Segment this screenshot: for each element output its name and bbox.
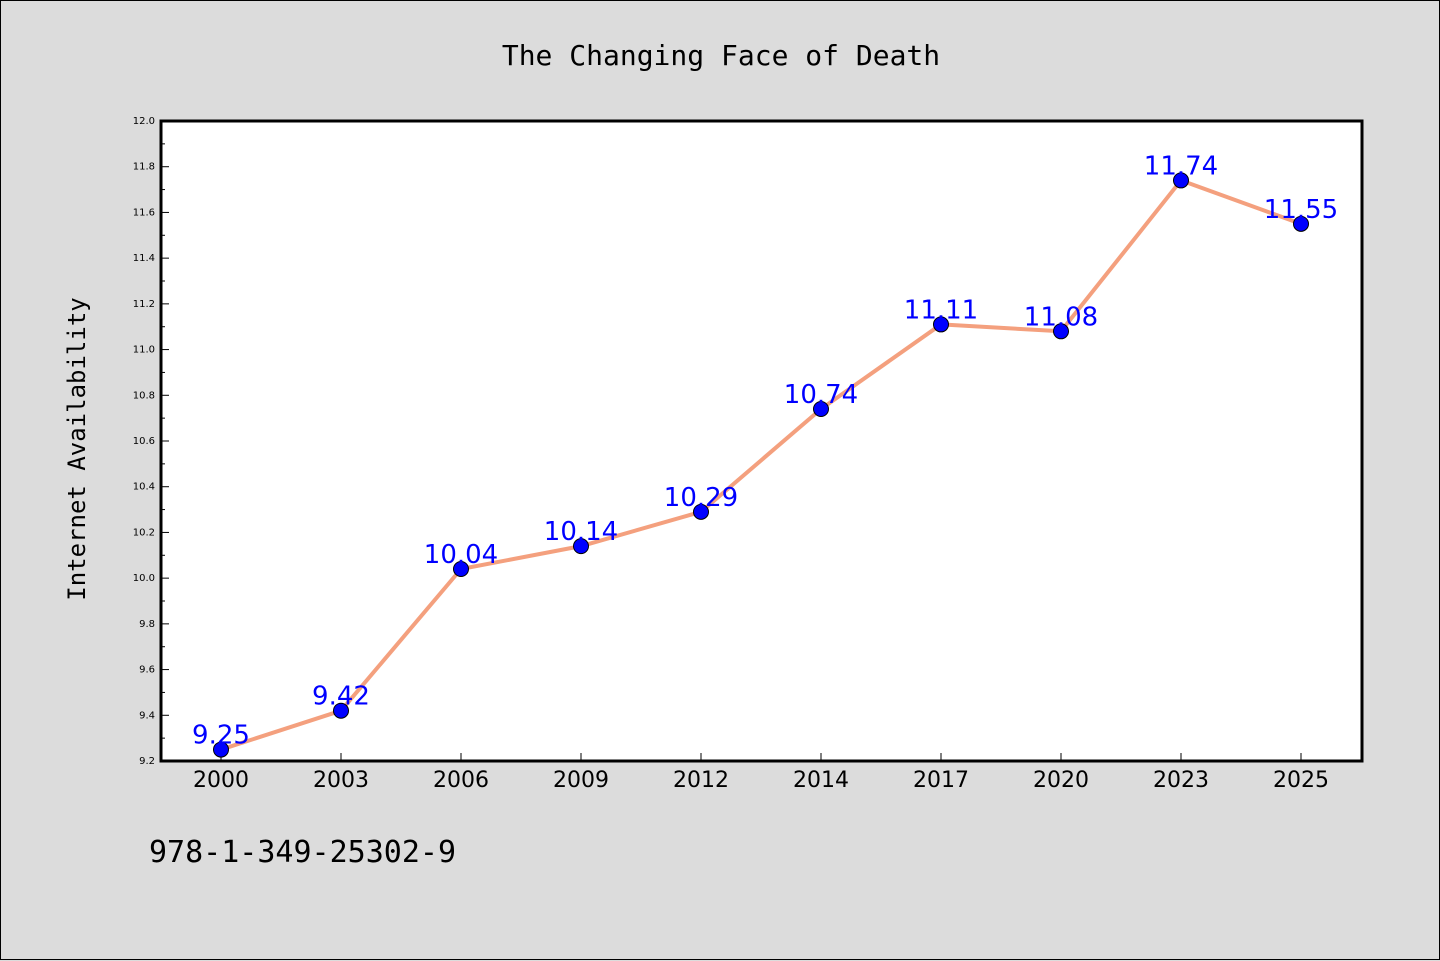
data-label-6: 11.11 [904, 295, 978, 325]
data-label-3: 10.14 [544, 517, 618, 547]
y-tick-label: 11.2 [133, 299, 155, 310]
data-point-5 [813, 401, 829, 417]
data-point-2 [453, 561, 469, 577]
y-tick-label: 10.6 [133, 436, 155, 447]
data-label-2: 10.04 [424, 540, 498, 570]
y-tick-label: 9.6 [139, 665, 155, 676]
data-label-8: 11.74 [1144, 151, 1218, 181]
x-tick-label: 2025 [1273, 768, 1329, 793]
y-tick-label: 11.0 [133, 345, 155, 356]
x-axis-ticks: 2000 2003 2006 2009 2012 2014 2017 2020 2023 2025 [193, 753, 1329, 793]
x-tick-label: 2014 [793, 768, 849, 793]
x-tick-label: 2009 [553, 768, 609, 793]
y-tick-label: 10.2 [133, 527, 155, 538]
y-tick-label: 9.2 [139, 756, 155, 767]
data-point-4 [693, 503, 709, 520]
y-tick-label: 10.4 [133, 482, 155, 493]
series-line-0 [219, 178, 1303, 752]
y-tick-label: 10.0 [133, 573, 155, 584]
data-label-1: 9.42 [312, 682, 370, 712]
y-tick-label: 9.8 [139, 619, 155, 630]
data-label-4: 10.29 [664, 483, 738, 513]
data-point-0 [213, 741, 229, 758]
y-axis-label: Internet Availability [63, 297, 91, 600]
x-tick-label: 2017 [913, 768, 969, 793]
y-tick-label: 10.8 [133, 390, 155, 401]
data-label-9: 11.55 [1264, 195, 1338, 225]
plot-area [159, 119, 1364, 763]
series-layer: 9.25 9.42 10.04 10.14 10.29 10.74 11.11 11.08 11… [192, 151, 1338, 758]
x-tick-label: 2006 [433, 768, 489, 793]
y-tick-label: 9.4 [139, 710, 155, 721]
x-tick-label: 2000 [193, 768, 249, 793]
y-tick-label: 11.6 [133, 207, 155, 218]
data-point-3 [573, 538, 589, 555]
isbn-code: 978-1-349-25302-9 [149, 835, 457, 870]
y-tick-label: 11.4 [133, 253, 155, 264]
data-point-1 [333, 702, 349, 719]
y-tick-label: 12.0 [133, 116, 155, 127]
data-point-9 [1293, 215, 1309, 232]
x-tick-label: 2023 [1153, 768, 1209, 793]
data-point-6 [933, 316, 949, 333]
x-tick-label: 2003 [313, 768, 369, 793]
y-tick-label: 11.8 [133, 162, 155, 173]
y-axis-ticks: 9.2 9.4 9.6 9.8 10.0 10.2 10.4 10.6 10.8 11.0 11.2… [133, 116, 169, 767]
data-label-0: 9.25 [192, 721, 250, 751]
x-tick-label: 2020 [1033, 768, 1089, 793]
data-point-8 [1173, 172, 1189, 189]
chart-title: The Changing Face of Death [502, 39, 940, 72]
data-label-5: 10.74 [784, 380, 858, 410]
data-label-7: 11.08 [1024, 302, 1098, 332]
x-tick-label: 2012 [673, 768, 729, 793]
data-point-7 [1053, 323, 1069, 340]
